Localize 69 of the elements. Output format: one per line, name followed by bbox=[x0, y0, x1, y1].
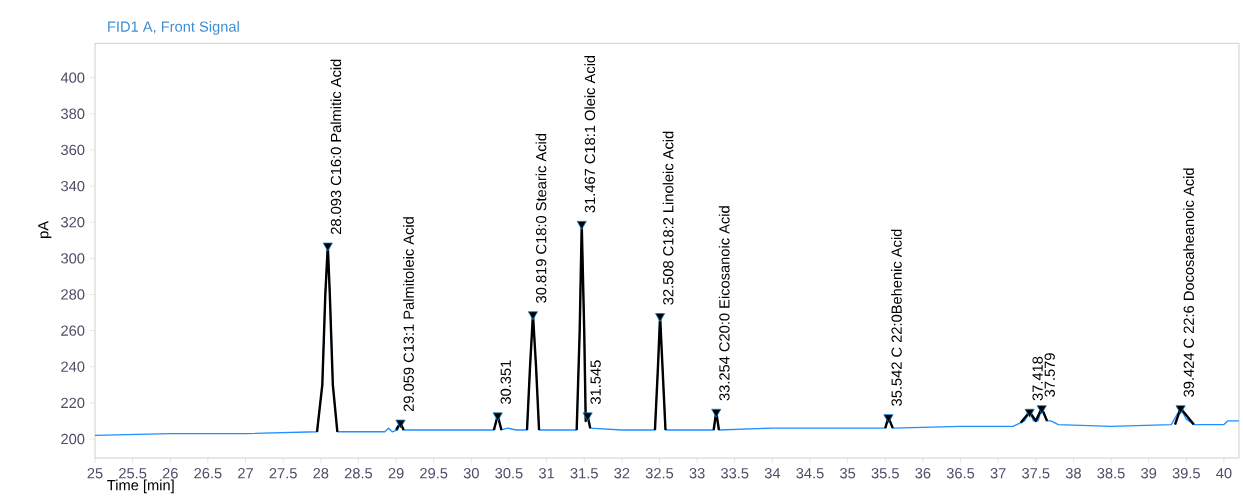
x-tick-label: 30 bbox=[463, 468, 479, 479]
x-tick-label: 36 bbox=[915, 468, 931, 479]
point bbox=[1175, 405, 1186, 415]
point bbox=[322, 242, 333, 252]
annotation: 30.351 bbox=[500, 360, 511, 405]
annotation: 35.542 C 22:0Behenic Acid bbox=[891, 229, 902, 406]
y-tick-label: 220 bbox=[61, 397, 85, 409]
annotation: 28.093 C16:0 Palmitic Acid bbox=[330, 59, 342, 235]
y-tick-label: 320 bbox=[61, 217, 85, 228]
y-tick-label: 280 bbox=[61, 289, 85, 300]
x-tick-label: 25.5 bbox=[119, 468, 147, 479]
x-tick-label: 30.5 bbox=[495, 468, 523, 479]
x-tick-label: 40 bbox=[1216, 468, 1232, 479]
y-tick-label: 340 bbox=[61, 180, 85, 192]
x-tick-label: 39.5 bbox=[1172, 468, 1200, 479]
annotation: 29.059 C13:1 Palmitoleic Acid bbox=[403, 217, 414, 412]
x-tick-label: 28 bbox=[313, 468, 329, 479]
annotation: 39.424 C 22:6 Docosaheanoic Acid bbox=[1183, 168, 1194, 397]
annotation: 33.254 C20:0 Eicosanoic Acid bbox=[718, 206, 730, 401]
x-tick-label: 32 bbox=[614, 468, 630, 479]
y-tick-label: 260 bbox=[61, 325, 85, 336]
y-tick-label: 400 bbox=[60, 72, 85, 83]
point bbox=[711, 408, 722, 418]
chart-title: FID1 A, Front Signal bbox=[108, 21, 239, 35]
x-tick-label: 29 bbox=[388, 468, 404, 479]
y-axis-title: pA bbox=[38, 220, 52, 238]
x-tick-label: 27 bbox=[238, 468, 253, 479]
x-tick-label: 33 bbox=[689, 468, 705, 479]
x-tick-label: 25 bbox=[87, 468, 103, 479]
x-tick-label: 37.5 bbox=[1022, 468, 1050, 479]
x-tick-label: 31 bbox=[538, 468, 555, 479]
x-tick-label: 34.5 bbox=[796, 468, 824, 479]
point bbox=[395, 419, 406, 429]
x-tick-label: 29.5 bbox=[420, 468, 448, 479]
annotation: 30.819 C18:0 Stearic Acid bbox=[535, 133, 547, 303]
x-tick-label: 35 bbox=[840, 468, 856, 479]
point bbox=[883, 414, 894, 424]
point bbox=[655, 313, 666, 322]
point bbox=[1024, 408, 1035, 418]
x-tick-label: 27.5 bbox=[269, 468, 297, 479]
y-tick-label: 200 bbox=[61, 433, 85, 445]
point bbox=[492, 412, 503, 422]
x-tick-label: 37 bbox=[990, 468, 1006, 479]
x-tick-label: 33.5 bbox=[721, 468, 749, 479]
y-tick-label: 380 bbox=[61, 108, 85, 119]
y-tick-label: 360 bbox=[61, 144, 85, 156]
annotation: 31.467 C18:1 Oleic Acid bbox=[584, 55, 596, 213]
annotation: 37.418 bbox=[1032, 356, 1043, 401]
y-tick-label: 240 bbox=[61, 361, 85, 372]
x-tick-label: 39 bbox=[1141, 468, 1157, 479]
point bbox=[527, 311, 538, 321]
x-tick-label: 26.5 bbox=[194, 468, 222, 479]
x-tick-label: 31.5 bbox=[570, 468, 598, 479]
x-tick-label: 38 bbox=[1065, 468, 1081, 479]
point bbox=[582, 412, 593, 422]
x-tick-label: 36.5 bbox=[946, 468, 975, 479]
point bbox=[1036, 405, 1047, 415]
y-tick-label: 300 bbox=[61, 253, 85, 264]
annotation: 37.579 bbox=[1044, 353, 1055, 397]
x-tick-label: 32.5 bbox=[645, 468, 674, 479]
x-axis-title: Time [min] bbox=[107, 479, 174, 494]
x-tick-label: 38.5 bbox=[1097, 468, 1125, 479]
point bbox=[576, 220, 587, 230]
x-tick-label: 34 bbox=[764, 468, 781, 479]
x-tick-label: 35.5 bbox=[871, 468, 899, 479]
annotation: 31.545 bbox=[590, 360, 601, 405]
x-tick-label: 28.5 bbox=[344, 468, 373, 479]
annotation: 32.508 C18:2 Linoleic Acid bbox=[662, 131, 674, 305]
x-tick-label: 26 bbox=[162, 468, 178, 479]
